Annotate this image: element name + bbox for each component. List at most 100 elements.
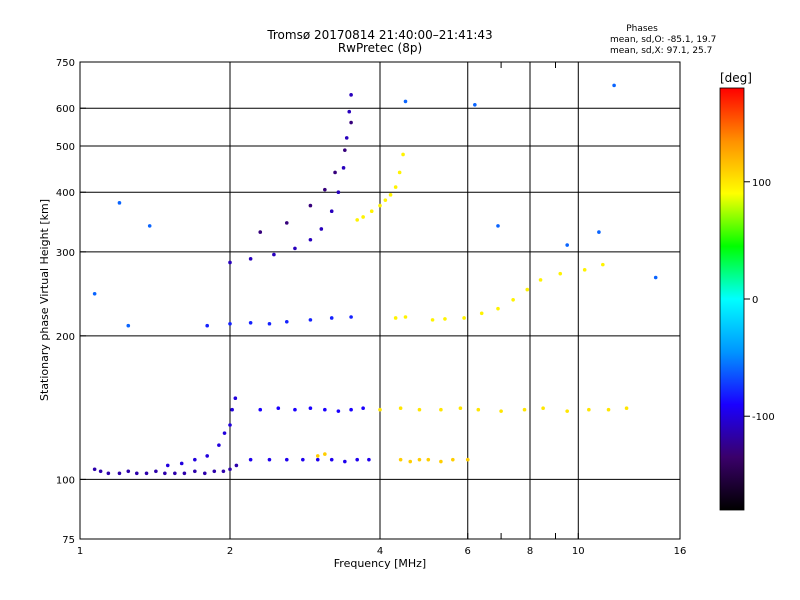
chart-title: Tromsø 20170814 21:40:00–21:41:43	[266, 28, 492, 42]
data-point	[258, 230, 263, 234]
plot-area: 1 2 4 6 8 10 16 75 100 200 300 400 500 600 750	[56, 58, 686, 557]
data-point	[393, 185, 398, 189]
data-point	[349, 315, 353, 319]
data-point	[308, 406, 313, 411]
data-point	[458, 406, 463, 411]
data-point	[284, 319, 289, 324]
data-point	[496, 224, 500, 228]
data-point	[323, 407, 327, 412]
data-point	[117, 471, 122, 476]
data-point	[344, 136, 349, 140]
y-tick-label: 750	[56, 58, 75, 69]
data-point	[558, 271, 563, 276]
x-tick-label: 16	[674, 546, 687, 557]
x-tick-label: 1	[77, 546, 83, 557]
data-point	[417, 407, 422, 412]
data-point	[499, 409, 503, 413]
data-point	[383, 198, 388, 202]
data-point	[329, 316, 334, 320]
colorbar	[719, 87, 745, 511]
data-point	[525, 287, 530, 292]
colorbar-label: [deg]	[720, 71, 752, 85]
data-point	[217, 443, 221, 447]
stats-line-o: mean, sd,O: -85.1, 19.7	[610, 35, 716, 45]
data-point	[393, 316, 398, 320]
data-point	[403, 99, 408, 104]
data-point	[336, 409, 341, 413]
chart-subtitle: RwPretec (8p)	[338, 41, 422, 55]
data-point	[369, 209, 374, 213]
data-point	[417, 457, 422, 462]
data-point	[248, 257, 253, 261]
axis-ticks: 1 2 4 6 8 10 16 75 100 200 300 400 500 600 750	[56, 58, 686, 557]
data-point	[465, 457, 470, 462]
data-point	[355, 457, 359, 462]
data-point	[479, 311, 484, 316]
data-point	[361, 406, 365, 411]
x-tick-label: 2	[227, 546, 233, 557]
data-point	[378, 203, 382, 208]
data-point	[347, 109, 352, 114]
data-point	[582, 268, 587, 272]
y-tick-label: 600	[56, 104, 75, 115]
data-point	[439, 407, 443, 412]
data-point	[117, 201, 122, 205]
stats-heading: Phases	[626, 24, 658, 34]
data-point	[587, 407, 591, 412]
data-point	[624, 406, 629, 411]
data-point	[323, 452, 327, 456]
data-point	[165, 463, 170, 468]
data-point	[179, 461, 184, 466]
data-point	[234, 463, 239, 468]
data-point	[267, 457, 272, 462]
data-points	[92, 83, 658, 476]
data-point	[228, 423, 232, 427]
data-point	[541, 406, 545, 411]
data-point	[233, 396, 238, 400]
data-point	[248, 457, 253, 462]
data-point	[230, 407, 234, 412]
data-point	[522, 407, 527, 412]
data-point	[462, 316, 466, 320]
data-point	[329, 209, 334, 213]
data-point	[154, 469, 158, 474]
data-point	[315, 454, 320, 458]
data-point	[202, 471, 207, 476]
data-point	[496, 306, 500, 311]
data-point	[212, 469, 217, 474]
x-axis-label: Frequency [MHz]	[334, 557, 426, 570]
colorbar-tick-label: 100	[752, 178, 771, 189]
data-point	[343, 459, 347, 464]
data-point	[329, 457, 334, 462]
data-point	[205, 454, 209, 458]
data-point	[228, 321, 232, 326]
data-point	[565, 243, 569, 247]
data-point	[398, 406, 403, 411]
data-point	[258, 407, 263, 412]
data-point	[92, 291, 97, 296]
data-point	[476, 407, 481, 412]
data-point	[228, 467, 232, 472]
y-axis-label: Stationary phase Virtual Height [km]	[38, 199, 51, 401]
data-point	[349, 120, 353, 125]
x-tick-label: 6	[465, 546, 471, 557]
data-point	[276, 406, 281, 411]
data-point	[163, 471, 167, 476]
x-tick-label: 8	[527, 546, 533, 557]
data-point	[293, 246, 297, 251]
data-point	[222, 431, 227, 435]
data-point	[126, 469, 131, 474]
colorbar-tick-label: -100	[752, 412, 775, 423]
data-point	[398, 457, 403, 462]
data-point	[538, 278, 543, 282]
data-point	[355, 218, 359, 222]
data-point	[293, 407, 297, 412]
data-point	[367, 457, 371, 462]
data-point	[612, 83, 616, 88]
data-point	[601, 262, 605, 267]
data-point	[193, 457, 197, 462]
data-point	[92, 467, 97, 472]
data-point	[403, 315, 408, 319]
data-point	[430, 318, 435, 322]
